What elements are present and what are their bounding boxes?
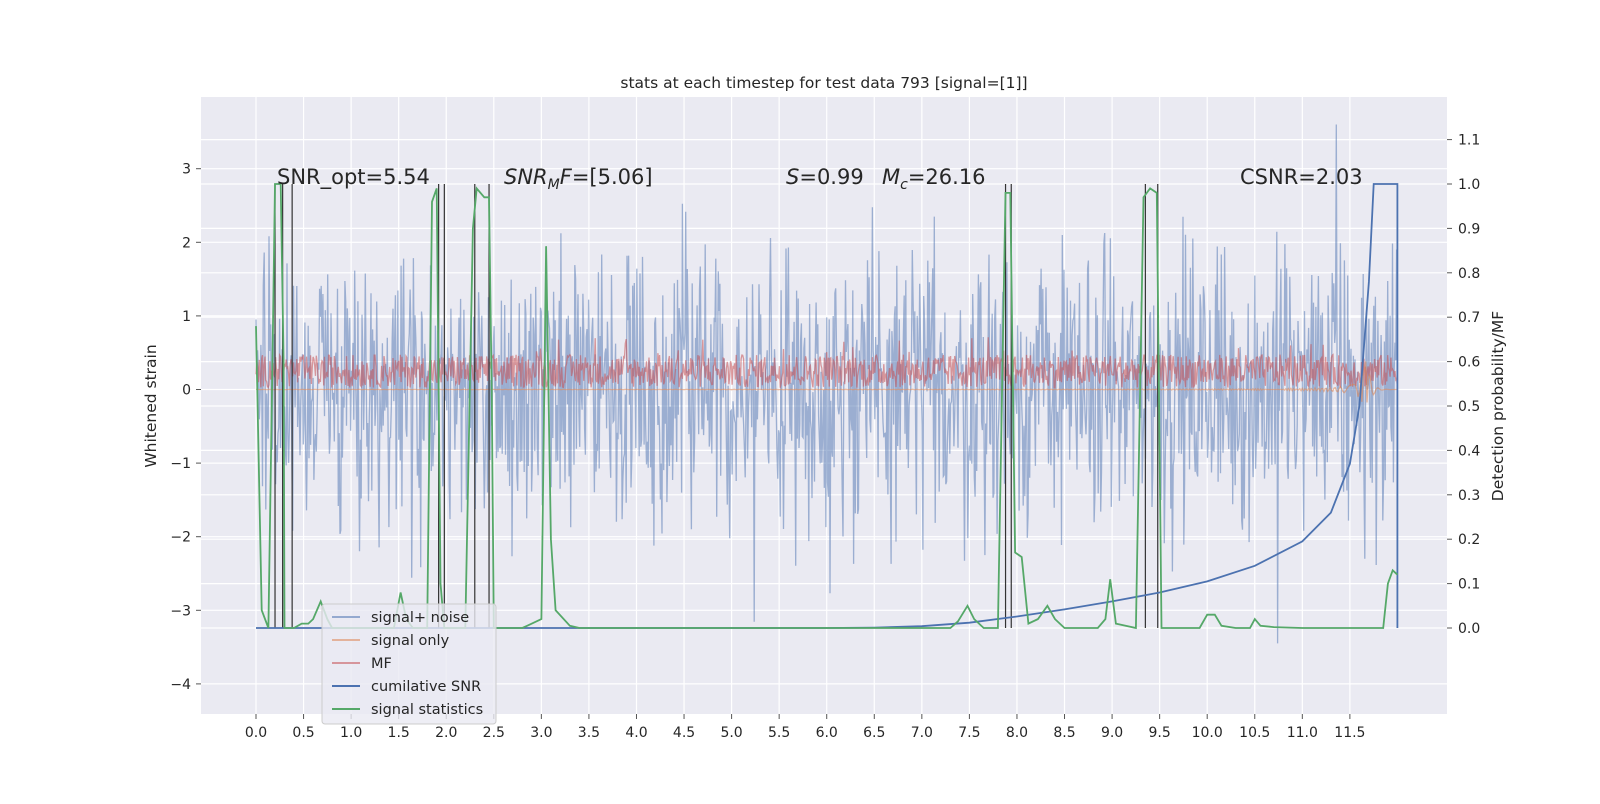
legend-label-signal-statistics: signal statistics: [371, 702, 483, 718]
x-tick-label: 6.5: [863, 725, 885, 741]
x-tick-label: 0.0: [245, 725, 267, 741]
y-right-tick-label: 0.4: [1458, 443, 1480, 459]
x-tick-label: 2.0: [435, 725, 457, 741]
x-tick-label: 3.5: [578, 725, 600, 741]
plot-data: [255, 124, 1399, 644]
annotation-csnr: CSNR=2.03: [1240, 165, 1363, 189]
annotation-snr-opt: SNR_opt=5.54: [277, 165, 430, 190]
y-axis-right-label: Detection probability/MF: [1489, 311, 1507, 502]
x-tick-label: 2.5: [483, 725, 505, 741]
x-tick-label: 1.0: [340, 725, 362, 741]
x-tick-label: 6.0: [816, 725, 838, 741]
legend-item-signal-statistics: signal statistics: [332, 702, 483, 718]
x-tick-label: 4.0: [625, 725, 647, 741]
legend-label-cumulative-snr: cumilative SNR: [371, 679, 481, 695]
x-tick-label: 10.0: [1192, 725, 1223, 741]
y-right-tick-label: 0.7: [1458, 310, 1480, 326]
x-tick-label: 7.0: [911, 725, 933, 741]
y-right-tick-label: 0.8: [1458, 266, 1480, 282]
x-tick-label: 10.5: [1239, 725, 1270, 741]
legend-label-signal-noise: signal+ noise: [371, 610, 469, 626]
axes: 0.0 0.5 1.0 1.5 2.0 2.5 3.0 3.5 4.0 4.5 5.0 5.5 6.0 6…: [170, 133, 1480, 741]
legend-item-cumulative-snr: cumilative SNR: [332, 679, 481, 695]
series-cumulative-snr-line: [256, 183, 1399, 629]
annotations: SNR_opt=5.54 SNRMF=[5.06] S=0.99 Mc=26.1…: [277, 165, 1363, 193]
y-axis-left-label: Whitened strain: [142, 344, 160, 467]
y-left-tick-label: 1: [182, 309, 191, 325]
x-tick-label: 9.0: [1101, 725, 1123, 741]
x-tick-label: 7.5: [958, 725, 980, 741]
annotation-snr-mf: SNRMF=[5.06]: [504, 165, 653, 193]
y-right-tick-label: 0.2: [1458, 532, 1480, 548]
y-right-tick-label: 0.9: [1458, 221, 1480, 237]
legend-item-mf: MF: [332, 656, 392, 672]
x-tick-label: 5.0: [720, 725, 742, 741]
y-left-tick-label: 2: [182, 235, 191, 251]
x-tick-label: 4.5: [673, 725, 695, 741]
x-tick-label: 8.5: [1053, 725, 1075, 741]
annotation-snr-mf-prefix: SNR: [504, 165, 548, 189]
annotation-snr-mf-sub: M: [548, 177, 560, 193]
legend-label-signal-only: signal only: [371, 633, 450, 649]
y-right-tick-label: 0.3: [1458, 488, 1480, 504]
x-tick-label: 5.5: [768, 725, 790, 741]
y-left-tick-label: −3: [170, 603, 191, 619]
annotation-stat-prefix: S: [786, 165, 799, 189]
annotation-mchirp-sub: c: [900, 177, 908, 193]
annotation-mchirp: Mc=26.16: [882, 165, 986, 193]
chart-title: stats at each timestep for test data 793…: [620, 74, 1027, 92]
legend-box: [321, 603, 497, 725]
y-left-tick-label: −4: [170, 677, 191, 693]
series-mf-line: [255, 337, 1399, 389]
y-right-tick-label: 1.1: [1458, 133, 1480, 149]
y-left-tick-label: −2: [170, 530, 191, 546]
legend-item-signal-only: signal only: [332, 633, 450, 649]
x-tick-label: 11.5: [1334, 725, 1365, 741]
legend-label-mf: MF: [371, 656, 392, 672]
series-signal-only-line: [256, 361, 1398, 403]
x-tick-label: 0.5: [292, 725, 314, 741]
annotation-mchirp-value: =26.16: [908, 165, 986, 189]
x-tick-label: 3.0: [530, 725, 552, 741]
y-left-tick-label: 3: [182, 162, 191, 178]
x-tick-label: 9.5: [1149, 725, 1171, 741]
annotation-snr-mf-value: =[5.06]: [572, 165, 653, 189]
y-right-tick-label: 1.0: [1458, 177, 1480, 193]
y-right-tick-label: 0.1: [1458, 577, 1480, 593]
y-left-tick-label: −1: [170, 456, 191, 472]
y-right-tick-label: 0.6: [1458, 355, 1480, 371]
annotation-snr-mf-f: F: [560, 165, 573, 189]
annotation-mchirp-prefix: M: [882, 165, 900, 189]
legend: signal+ noise signal only MF cumilative …: [321, 603, 497, 725]
x-tick-label: 1.5: [388, 725, 410, 741]
annotation-stat: S=0.99: [786, 165, 864, 189]
y-left-tick-label: 0: [182, 383, 191, 399]
y-right-tick-label: 0.5: [1458, 399, 1480, 415]
x-tick-label: 8.0: [1006, 725, 1028, 741]
series-signal-noise-line: [255, 124, 1399, 644]
legend-item-signal-noise: signal+ noise: [332, 610, 469, 626]
y-right-tick-label: 0.0: [1458, 621, 1480, 637]
annotation-stat-value: =0.99: [799, 165, 863, 189]
x-tick-label: 11.0: [1287, 725, 1318, 741]
